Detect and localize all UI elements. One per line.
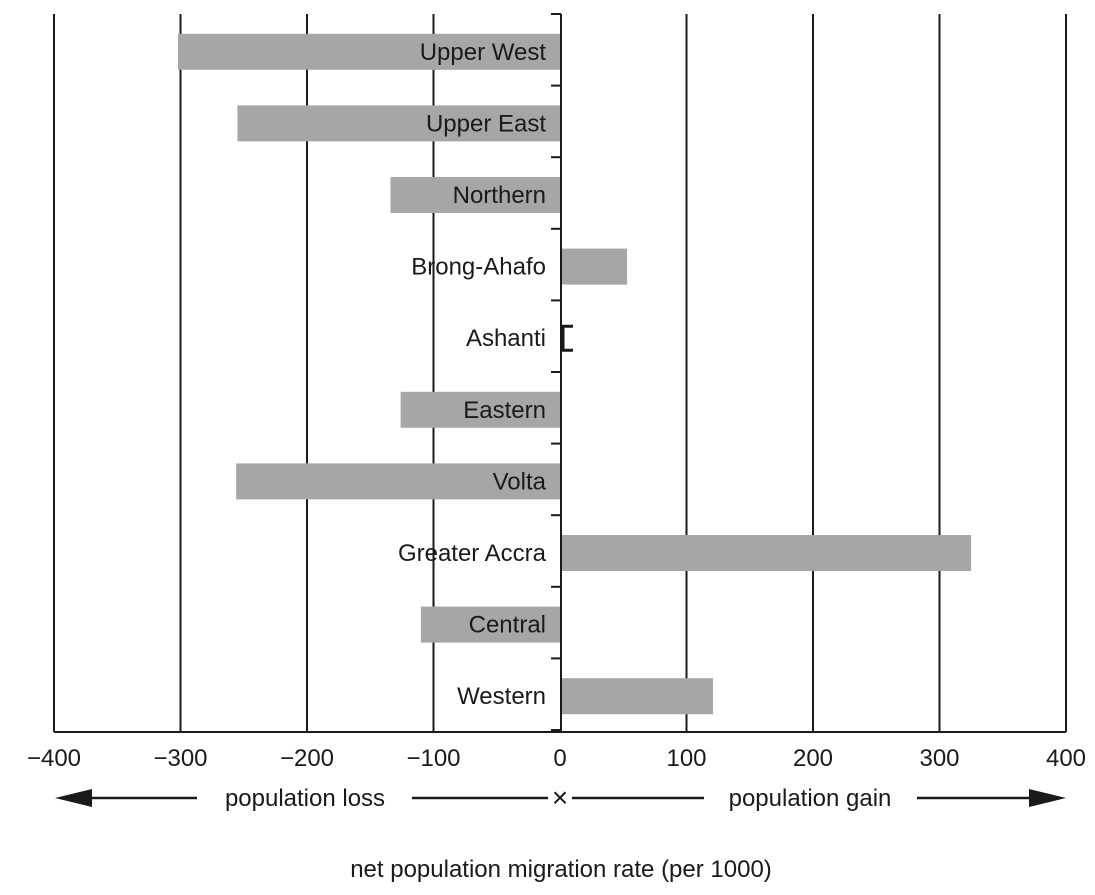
right-arrowhead <box>1029 789 1066 807</box>
bars <box>177 33 972 715</box>
bar <box>561 535 972 571</box>
x-tick-label: −200 <box>280 745 334 772</box>
x-tick-label: 200 <box>793 745 833 772</box>
category-label: Volta <box>493 468 547 495</box>
bar <box>561 678 714 715</box>
bar <box>561 248 628 285</box>
category-label: Brong-Ahafo <box>411 254 546 281</box>
bar <box>237 105 562 142</box>
bar <box>390 177 561 213</box>
category-label: Northern <box>453 182 546 209</box>
x-tick-label: 100 <box>666 745 706 772</box>
population-gain-label: population gain <box>729 785 892 812</box>
bar <box>177 33 561 70</box>
left-arrowhead <box>55 789 92 807</box>
axes <box>54 13 1066 733</box>
x-tick-label: 300 <box>919 745 959 772</box>
category-label: Western <box>457 683 546 710</box>
x-tick-label: 400 <box>1046 745 1086 772</box>
category-label: Upper West <box>420 39 547 66</box>
category-label: Central <box>469 612 546 639</box>
bar <box>420 606 561 643</box>
loss-gain-arrow: population loss × population gain <box>55 782 1066 813</box>
bar <box>236 463 561 500</box>
bar <box>400 391 561 428</box>
x-tick-label: −400 <box>27 745 81 772</box>
center-x-mark: × <box>552 782 568 813</box>
category-label: Greater Accra <box>398 540 547 567</box>
population-loss-label: population loss <box>225 785 385 812</box>
x-axis-title: net population migration rate (per 1000) <box>350 856 772 883</box>
x-tick-label: 0 <box>553 745 566 772</box>
category-label: Ashanti <box>466 325 546 352</box>
x-tick-labels: −400 −300 −200 −100 0 100 200 300 400 <box>27 745 1086 772</box>
x-tick-label: −300 <box>153 745 207 772</box>
category-label: Eastern <box>463 397 546 424</box>
category-labels: Upper West Upper East Northern Brong-Ahafo A… <box>398 39 547 710</box>
category-label: Upper East <box>426 110 546 137</box>
zero-value-marker <box>561 324 573 352</box>
x-tick-label: −100 <box>406 745 460 772</box>
